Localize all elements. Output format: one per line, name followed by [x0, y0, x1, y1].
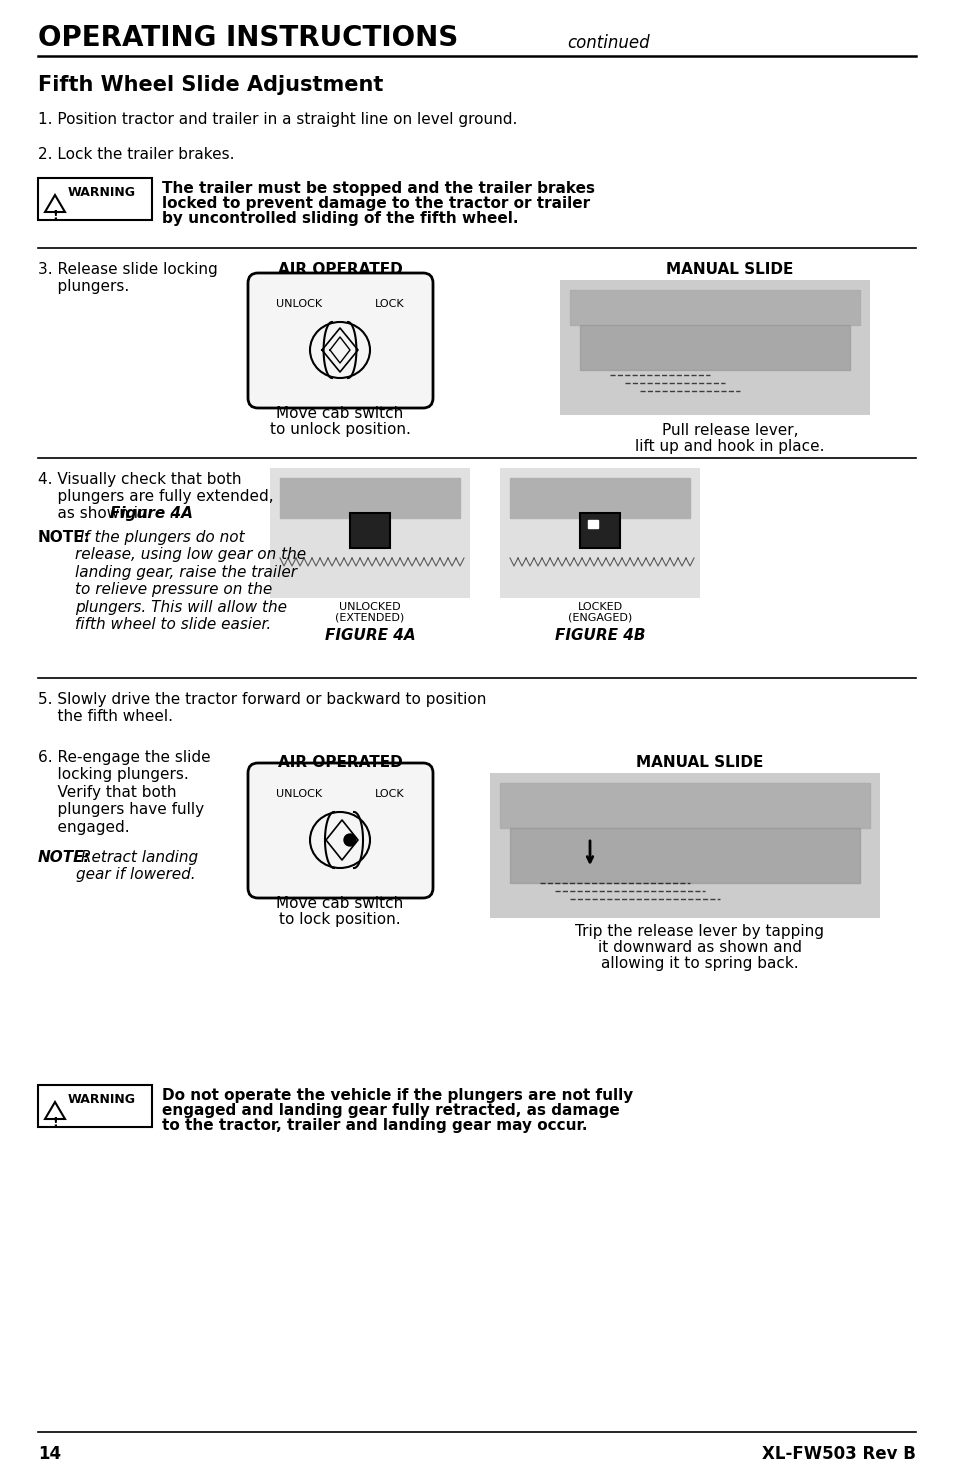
Bar: [490, 773, 879, 917]
Text: to the tractor, trailer and landing gear may occur.: to the tractor, trailer and landing gear…: [162, 1118, 587, 1133]
Text: Figure 4A: Figure 4A: [110, 506, 193, 521]
Text: by uncontrolled sliding of the fifth wheel.: by uncontrolled sliding of the fifth whe…: [162, 211, 518, 226]
Text: UNLOCK: UNLOCK: [275, 299, 322, 308]
Text: XL-FW503 Rev B: XL-FW503 Rev B: [761, 1446, 915, 1463]
Text: MANUAL SLIDE: MANUAL SLIDE: [665, 263, 793, 277]
Text: it downward as shown and: it downward as shown and: [598, 940, 801, 954]
Text: (ENGAGED): (ENGAGED): [567, 614, 632, 622]
Circle shape: [344, 833, 355, 847]
Text: !: !: [52, 1117, 58, 1128]
Text: NOTE:: NOTE:: [38, 850, 91, 864]
Text: Trip the release lever by tapping: Trip the release lever by tapping: [575, 923, 823, 940]
Text: LOCK: LOCK: [375, 789, 405, 799]
Text: OPERATING INSTRUCTIONS: OPERATING INSTRUCTIONS: [38, 24, 457, 52]
Bar: [579, 513, 619, 549]
Text: FIGURE 4B: FIGURE 4B: [554, 628, 644, 643]
Text: If the plungers do not
release, using low gear on the
landing gear, raise the tr: If the plungers do not release, using lo…: [75, 530, 306, 631]
Bar: [38, 178, 152, 220]
Text: the fifth wheel.: the fifth wheel.: [38, 709, 172, 724]
Text: WARNING: WARNING: [68, 186, 136, 199]
Text: LOCKED: LOCKED: [577, 602, 622, 612]
Text: NOTE:: NOTE:: [38, 530, 91, 544]
Text: 3. Release slide locking: 3. Release slide locking: [38, 263, 217, 277]
Text: continued: continued: [566, 34, 649, 52]
Bar: [587, 521, 598, 528]
Text: UNLOCK: UNLOCK: [275, 789, 322, 799]
Text: engaged and landing gear fully retracted, as damage: engaged and landing gear fully retracted…: [162, 1103, 619, 1118]
Text: 5. Slowly drive the tractor forward or backward to position: 5. Slowly drive the tractor forward or b…: [38, 692, 486, 707]
Text: UNLOCKED: UNLOCKED: [339, 602, 400, 612]
Bar: [350, 513, 390, 549]
Bar: [38, 1086, 152, 1127]
Text: LOCK: LOCK: [375, 299, 405, 308]
Text: plungers are fully extended,: plungers are fully extended,: [38, 490, 274, 504]
Text: (EXTENDED): (EXTENDED): [335, 614, 404, 622]
Text: Move cab switch: Move cab switch: [276, 406, 403, 420]
Text: Do not operate the vehicle if the plungers are not fully: Do not operate the vehicle if the plunge…: [162, 1089, 633, 1103]
Text: 6. Re-engage the slide
    locking plungers.
    Verify that both
    plungers h: 6. Re-engage the slide locking plungers.…: [38, 749, 211, 835]
Text: Pull release lever,: Pull release lever,: [661, 423, 798, 438]
Text: locked to prevent damage to the tractor or trailer: locked to prevent damage to the tractor …: [162, 196, 590, 211]
Bar: [270, 468, 470, 597]
Text: Move cab switch: Move cab switch: [276, 895, 403, 912]
Text: FIGURE 4A: FIGURE 4A: [324, 628, 415, 643]
Text: 4. Visually check that both: 4. Visually check that both: [38, 472, 241, 487]
Text: The trailer must be stopped and the trailer brakes: The trailer must be stopped and the trai…: [162, 181, 595, 196]
Text: AIR OPERATED: AIR OPERATED: [277, 263, 402, 277]
Text: WARNING: WARNING: [68, 1093, 136, 1106]
FancyBboxPatch shape: [248, 763, 433, 898]
Bar: [559, 280, 869, 414]
Text: as shown in: as shown in: [38, 506, 152, 521]
Text: Fifth Wheel Slide Adjustment: Fifth Wheel Slide Adjustment: [38, 75, 383, 94]
Text: allowing it to spring back.: allowing it to spring back.: [600, 956, 798, 971]
Text: .: .: [168, 506, 172, 521]
Text: to lock position.: to lock position.: [279, 912, 400, 926]
Text: !: !: [52, 209, 58, 223]
Text: plungers.: plungers.: [38, 279, 129, 294]
FancyBboxPatch shape: [248, 273, 433, 409]
Text: 1. Position tractor and trailer in a straight line on level ground.: 1. Position tractor and trailer in a str…: [38, 112, 517, 127]
Text: 2. Lock the trailer brakes.: 2. Lock the trailer brakes.: [38, 148, 234, 162]
Text: Retract landing
gear if lowered.: Retract landing gear if lowered.: [76, 850, 198, 882]
Text: MANUAL SLIDE: MANUAL SLIDE: [636, 755, 763, 770]
Text: AIR OPERATED: AIR OPERATED: [277, 755, 402, 770]
Text: 14: 14: [38, 1446, 61, 1463]
Text: lift up and hook in place.: lift up and hook in place.: [635, 440, 824, 454]
Bar: [499, 468, 700, 597]
Text: to unlock position.: to unlock position.: [270, 422, 410, 437]
